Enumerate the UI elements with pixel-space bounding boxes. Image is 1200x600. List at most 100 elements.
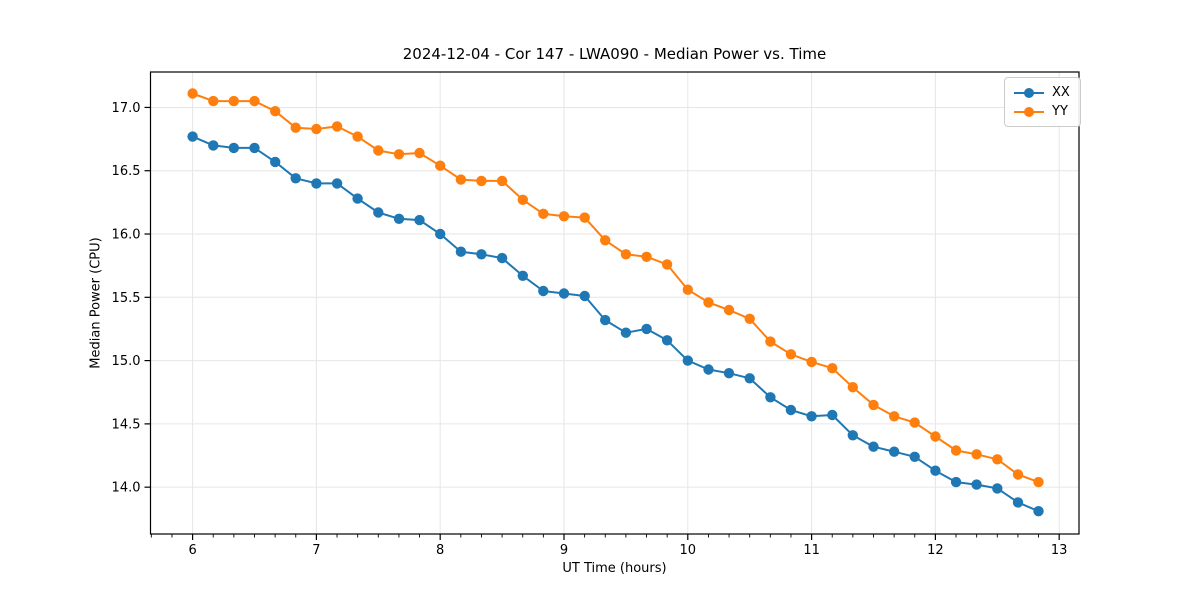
series-XX-point [641,323,652,335]
series-YY-point [208,95,219,107]
series-YY-point [249,95,260,107]
legend-line-marker-icon [1014,110,1044,113]
x-tick-label: 7 [312,543,320,558]
series-XX-point [270,156,281,168]
series-XX-point [1033,506,1044,517]
series-YY-point [661,259,673,270]
series-YY-point [847,382,858,393]
series-XX-point [661,335,673,346]
series-YY-point [435,160,446,171]
legend-entry-yy: YY [1014,105,1070,118]
x-tick-label: 13 [1051,543,1068,558]
series-YY-point [723,304,735,316]
series-XX-point [971,479,982,490]
y-tick-label: 16.0 [112,228,141,243]
series-YY-point [517,194,528,205]
series-YY-point [641,251,652,262]
series-XX-point [806,411,817,422]
x-tick-label: 10 [680,543,697,558]
y-tick-label: 14.5 [112,417,141,432]
series-XX-point [558,288,570,299]
series-XX-point [909,451,920,462]
series-YY-point [806,356,817,368]
series-XX-point [765,392,776,403]
x-tick-label: 8 [436,543,444,558]
series-YY-point [909,417,920,428]
series-YY-point [682,284,693,295]
series-YY-point [187,88,198,99]
x-tick-label: 6 [188,543,196,558]
y-tick-label: 14.0 [112,481,141,496]
series-YY-point [620,249,632,260]
y-tick-label: 17.0 [112,101,141,116]
series-YY-point [950,445,962,456]
series-YY-point [496,175,508,187]
series-YY-point [352,131,363,142]
series-XX-point [600,314,611,326]
series-YY-point [455,174,467,185]
series-YY-point [1012,469,1024,480]
series-XX-point [208,140,219,151]
series-XX-point [868,441,879,452]
series-XX-point [889,446,900,457]
series-XX-point [930,465,941,476]
series-XX-point [414,214,425,226]
x-tick-label: 9 [560,543,568,558]
y-axis-label: Median Power (CPU) [88,237,104,369]
series-YY-point [579,212,590,223]
series-XX-point [352,193,363,204]
legend-entry-xx: XX [1014,86,1070,99]
legend-line-marker-icon [1014,91,1044,94]
series-XX-point [331,178,343,189]
y-tick-label: 15.0 [112,354,141,369]
series-XX-point [311,178,322,189]
series-YY-point [868,399,879,411]
series-XX-point [723,368,735,379]
series-XX-point [435,228,446,240]
series-YY-point [331,121,343,132]
series-XX-point [579,290,590,302]
series-YY-point [228,95,239,107]
series-XX-point [187,131,198,142]
series-YY-point [476,175,487,187]
series-YY-point [827,363,838,374]
series-XX-point [847,430,858,441]
series-XX-point [373,207,384,218]
x-axis-label: UT Time (hours) [562,561,667,576]
series-YY-point [744,313,755,324]
series-XX-point [517,270,528,281]
legend: XX YY [1004,77,1081,127]
x-tick-label: 11 [803,543,820,558]
series-YY-point [311,123,322,135]
series-YY-point [765,336,776,347]
series-XX-point [290,173,301,184]
series-XX-point [785,404,797,416]
legend-label: YY [1052,104,1068,119]
series-XX-point [950,476,962,488]
series-YY-point [1033,476,1044,488]
series-XX-point [476,249,487,260]
series-XX-point [249,142,260,154]
series-YY-point [290,122,301,133]
series-XX-point [393,213,405,224]
series-XX-point [992,483,1003,494]
chart-title: 2024-12-04 - Cor 147 - LWA090 - Median P… [402,45,827,63]
series-XX-point [682,355,693,366]
series-XX-point [620,327,632,338]
y-tick-label: 15.5 [112,291,141,306]
series-YY-point [538,208,549,219]
series-XX-point [744,373,755,384]
series-YY-point [373,145,384,156]
series-YY-point [270,106,281,117]
y-tick-label: 16.5 [112,164,141,179]
series-YY-point [971,449,982,460]
series-YY-point [703,297,714,308]
series-YY-point [930,431,941,442]
series-XX-point [827,409,838,421]
series-XX-point [538,285,549,297]
plot-border [149,71,1080,535]
series-YY-point [414,147,425,159]
series-YY-point [889,411,900,422]
